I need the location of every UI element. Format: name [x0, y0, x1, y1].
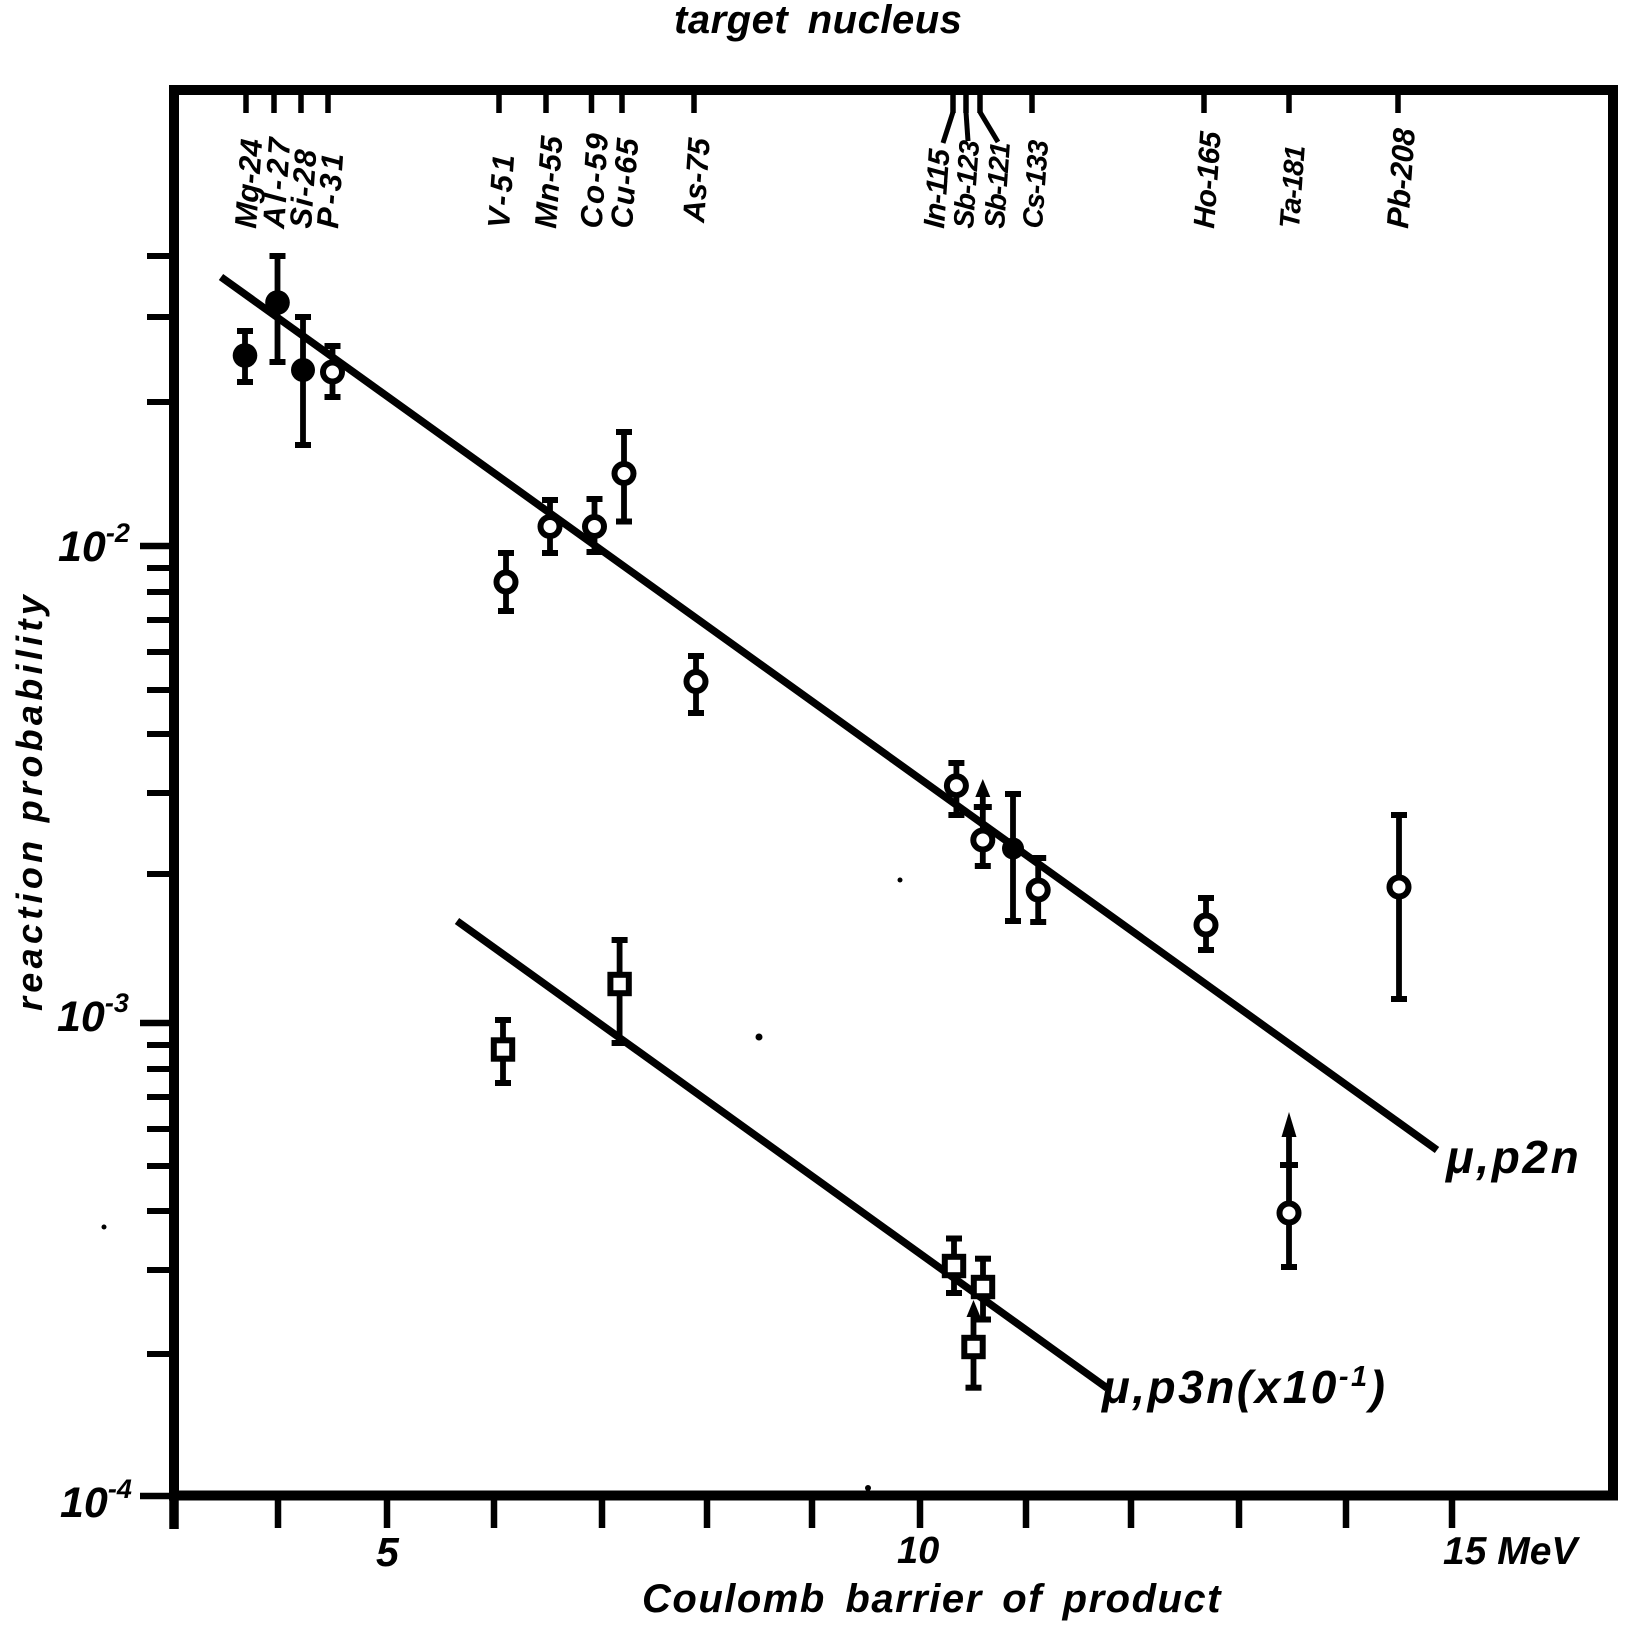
svg-text:Pb-208: Pb-208 [1380, 126, 1422, 229]
svg-text:μ,p2n: μ,p2n [1444, 1131, 1581, 1183]
svg-text:Si-28: Si-28 [283, 147, 324, 229]
svg-text:15 MeV: 15 MeV [1443, 1530, 1580, 1573]
svg-text:Cs-133: Cs-133 [1017, 139, 1055, 230]
svg-text:In-115: In-115 [918, 147, 957, 230]
svg-text:reaction probability: reaction probability [9, 591, 50, 1011]
svg-text:target nucleus: target nucleus [674, 0, 962, 42]
svg-text:Mn-55: Mn-55 [528, 134, 569, 229]
svg-text:As-75: As-75 [676, 136, 717, 224]
svg-text:V-51: V-51 [481, 150, 521, 229]
svg-text:5: 5 [376, 1529, 400, 1575]
svg-text:P-31: P-31 [310, 149, 350, 230]
svg-text:Co-59: Co-59 [574, 130, 616, 229]
svg-text:Sb-121: Sb-121 [979, 142, 1017, 230]
svg-text:Al-27: Al-27 [256, 133, 298, 231]
svg-text:Ho-165: Ho-165 [1188, 129, 1228, 229]
svg-text:Ta-181: Ta-181 [1274, 145, 1312, 229]
svg-text:μ,p3n(x10-1): μ,p3n(x10-1) [1100, 1361, 1388, 1413]
svg-text:10-4: 10-4 [60, 1474, 132, 1527]
svg-text:Sb-123: Sb-123 [948, 139, 986, 230]
svg-text:Cu-65: Cu-65 [604, 136, 645, 229]
svg-text:Mg-24: Mg-24 [228, 138, 269, 230]
svg-text:10: 10 [897, 1530, 939, 1572]
svg-text:Coulomb barrier of product: Coulomb barrier of product [642, 1577, 1222, 1621]
